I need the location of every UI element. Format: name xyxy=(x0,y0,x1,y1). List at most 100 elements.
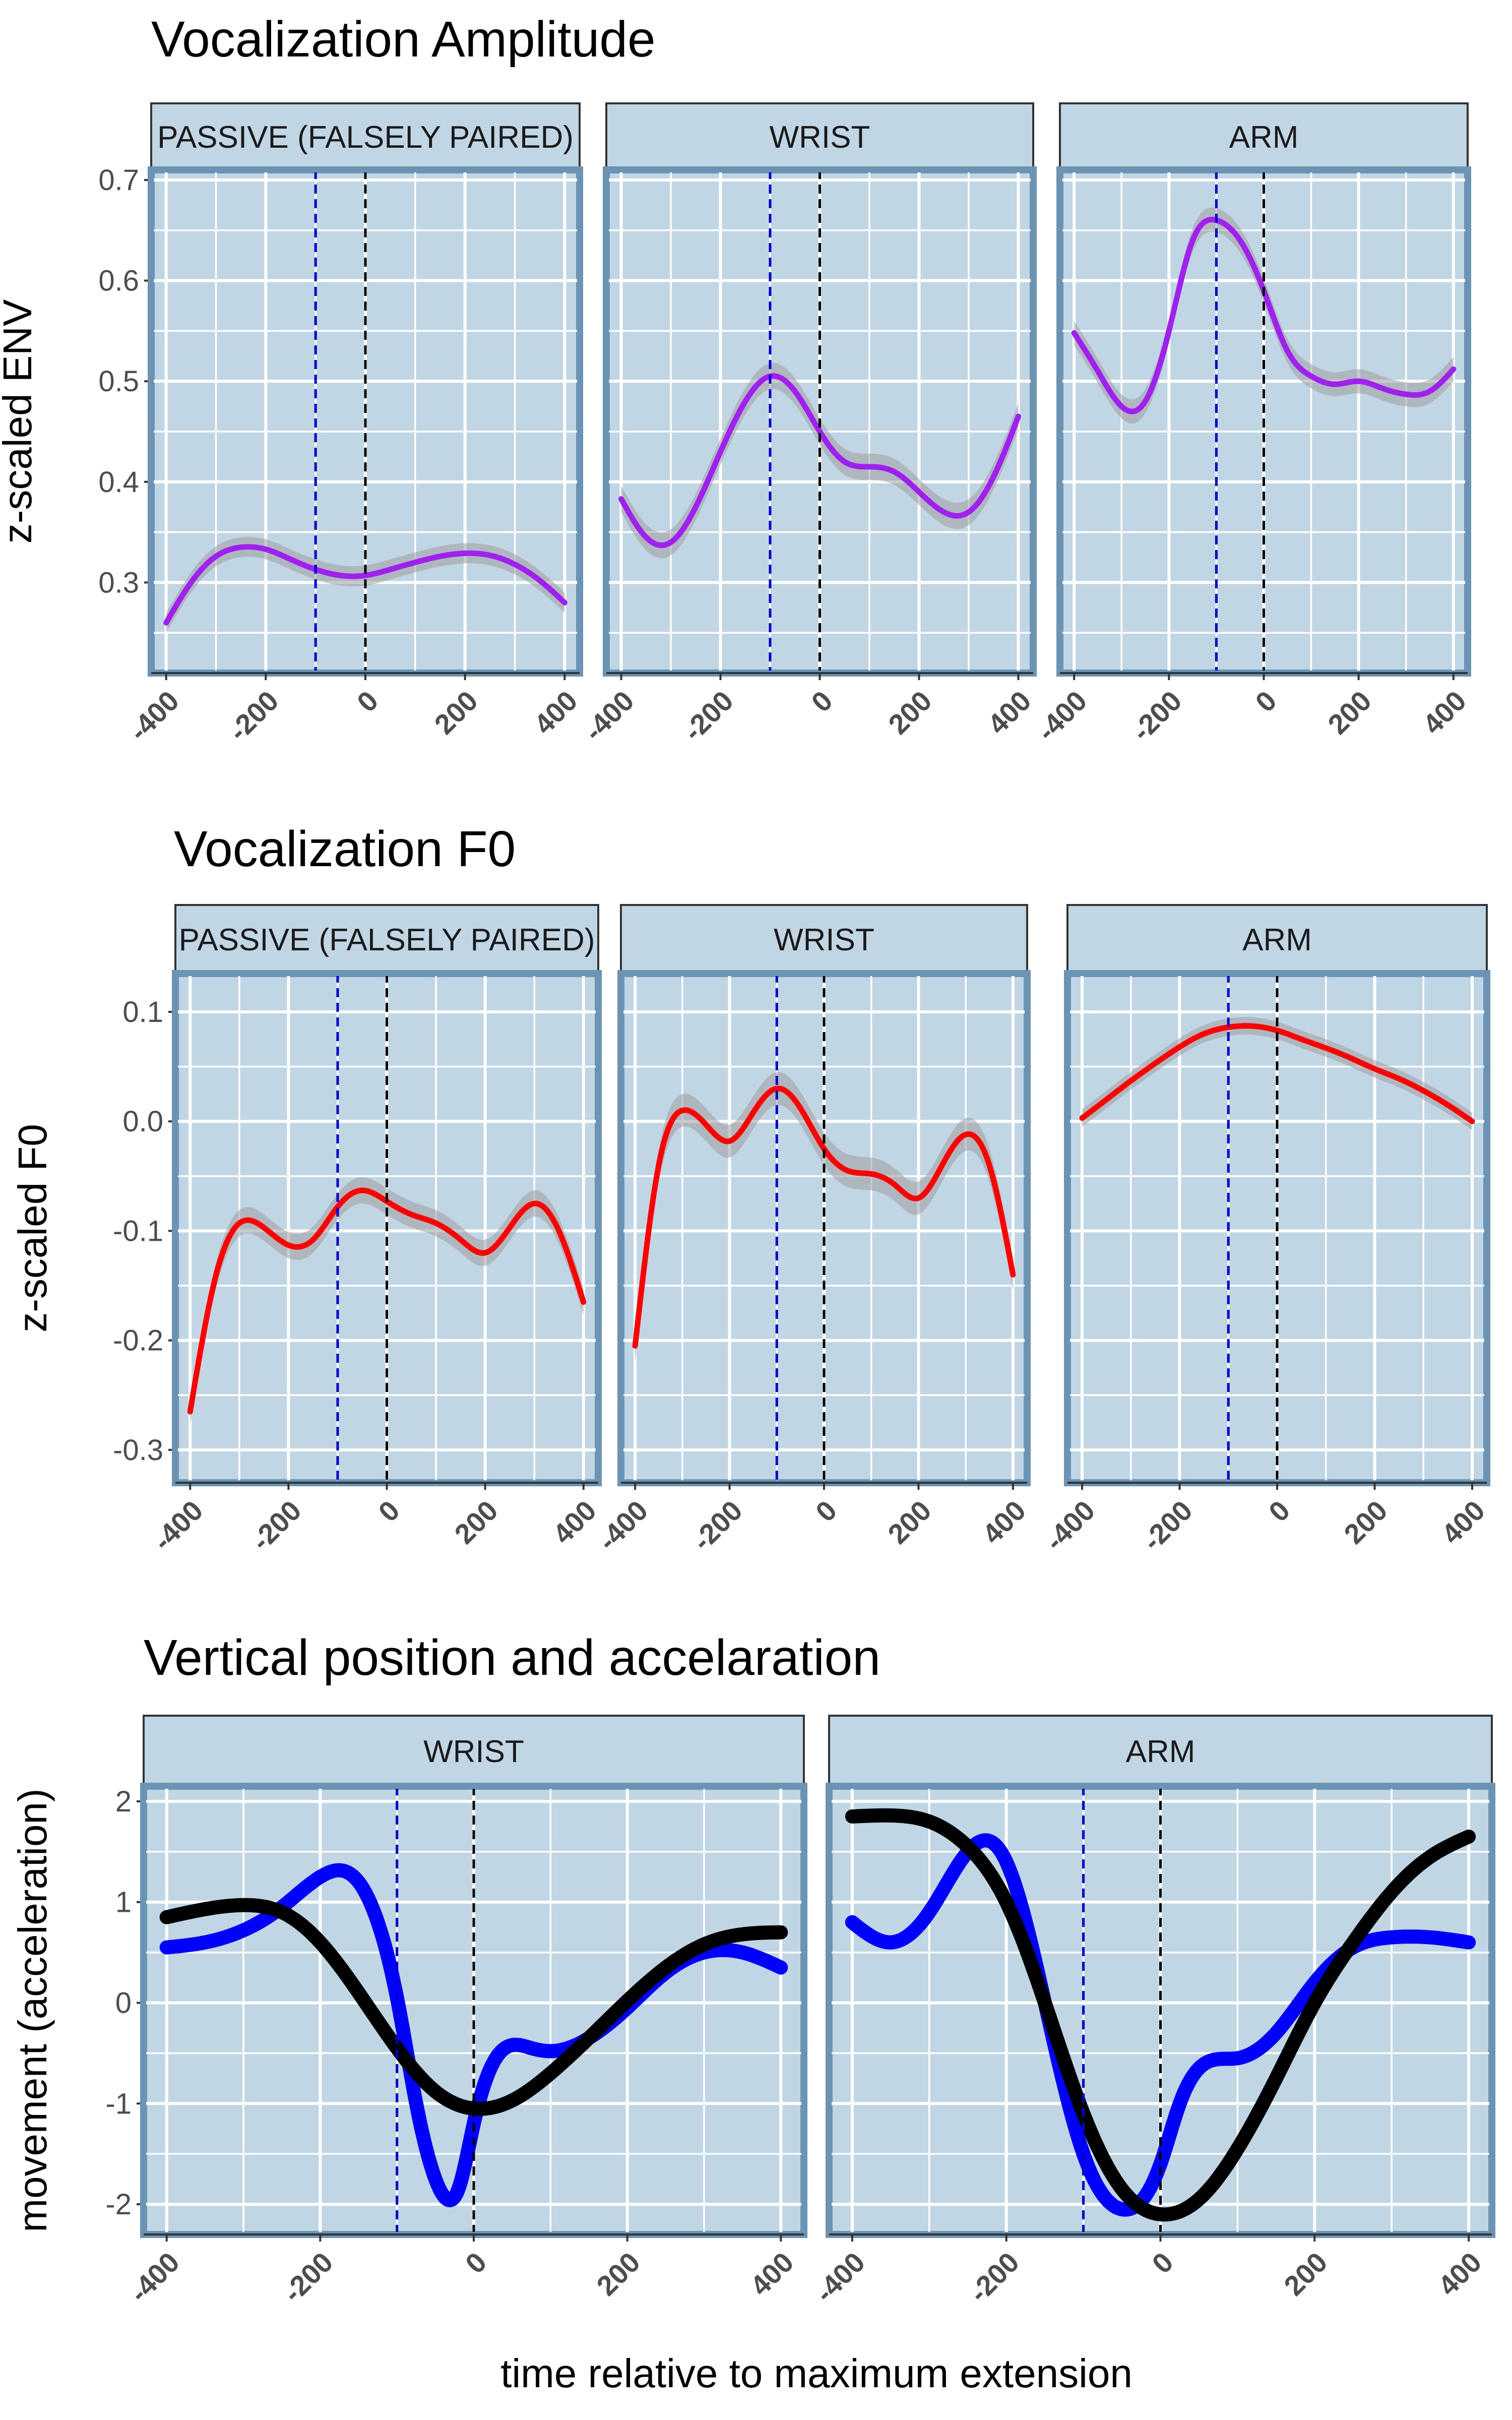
x-tick-label: 200 xyxy=(1321,685,1377,741)
facet-strip-label: PASSIVE (FALSELY PAIRED) xyxy=(179,923,595,957)
x-tick-label: 200 xyxy=(428,685,484,741)
x-tick-label: 0 xyxy=(1249,685,1283,718)
x-tick-label: -200 xyxy=(686,1494,748,1557)
facet-strip-label: ARM xyxy=(1126,1734,1195,1769)
facet-strip xyxy=(828,1715,1493,1787)
x-tick-label: 200 xyxy=(1338,1494,1394,1550)
y-tick-label: 0.5 xyxy=(98,365,139,398)
panel-content xyxy=(175,974,598,1483)
facet-strip-label: PASSIVE (FALSELY PAIRED) xyxy=(157,120,574,155)
facet-strip xyxy=(174,904,599,975)
series-line-1 xyxy=(618,373,1021,549)
x-tick-label: -400 xyxy=(1031,685,1093,747)
panel-content xyxy=(829,1786,1492,2234)
series-line-1 xyxy=(163,544,568,626)
y-tick-label: 0.0 xyxy=(122,1105,163,1138)
x-tick-label: 0 xyxy=(809,1494,843,1528)
x-tick-label: -200 xyxy=(963,2246,1025,2309)
facet-strip xyxy=(605,102,1034,171)
x-tick-label: -200 xyxy=(222,685,285,747)
panel-content xyxy=(144,1786,804,2234)
x-tick-label: 0 xyxy=(1146,2246,1179,2280)
panel-content xyxy=(1060,170,1468,673)
facet-strip-label: ARM xyxy=(1229,120,1299,155)
x-tick-label: 400 xyxy=(744,2246,800,2302)
x-tick-label: 200 xyxy=(881,1494,937,1550)
facet-strip xyxy=(1066,904,1488,975)
x-tick-label: 400 xyxy=(1435,1494,1491,1550)
x-tick-label: 0 xyxy=(459,2246,493,2280)
x-tick-label: 0 xyxy=(372,1494,406,1528)
x-tick-label: -400 xyxy=(123,2246,185,2309)
facet-2: WRIST -400 -200 0 200 400 xyxy=(592,904,1032,1557)
x-tick-label: -400 xyxy=(147,1494,209,1557)
facet-strip-label: WRIST xyxy=(423,1734,524,1769)
confidence-ribbon xyxy=(1074,207,1454,424)
y-tick-label: 0 xyxy=(115,1987,132,2020)
x-tick-label: 400 xyxy=(1416,685,1472,741)
x-tick-label: -200 xyxy=(677,685,739,747)
y-axis-title: z-scaled ENV xyxy=(0,299,40,543)
x-tick-label: 200 xyxy=(448,1494,504,1550)
panel-content xyxy=(606,170,1033,673)
x-tick-label: -400 xyxy=(592,1494,654,1557)
facet-1: PASSIVE (FALSELY PAIRED) -400 -200 0 200 400 xyxy=(147,904,602,1557)
facet-1: PASSIVE (FALSELY PAIRED) -400 -200 0 200 400 xyxy=(122,102,584,747)
confidence-ribbon xyxy=(621,362,1019,559)
x-tick-label: -400 xyxy=(808,2246,871,2309)
figure-x-axis-title: time relative to maximum extension xyxy=(500,2351,1132,2396)
chart-title: Vocalization F0 xyxy=(174,821,516,877)
y-tick-label: 0.6 xyxy=(98,265,139,297)
y-tick-label: 0.3 xyxy=(98,566,139,599)
series-line-1 xyxy=(632,1085,1016,1349)
facet-strip-label: ARM xyxy=(1242,923,1312,957)
x-tick-label: 0 xyxy=(1263,1494,1296,1528)
x-tick-label: -200 xyxy=(1136,1494,1199,1557)
x-tick-label: -400 xyxy=(578,685,640,747)
facet-strip xyxy=(620,904,1028,975)
facet-3: ARM -400 -200 0 200 400 xyxy=(1039,904,1491,1557)
x-tick-label: -400 xyxy=(1039,1494,1101,1557)
facet-1: WRIST -400 -200 0 200 400 xyxy=(123,1715,807,2309)
panel-content xyxy=(621,974,1027,1483)
panel-content xyxy=(1067,974,1487,1483)
chart-title: Vocalization Amplitude xyxy=(151,11,656,68)
charts-root: Vocalization Amplitude z-scaled ENV 0.3 0.4… xyxy=(0,11,1495,2309)
x-tick-label: 200 xyxy=(882,685,938,741)
x-tick-label: 0 xyxy=(805,685,839,718)
x-tick-label: -200 xyxy=(1125,685,1188,747)
facet-2: WRIST -400 -200 0 200 400 xyxy=(578,102,1037,747)
confidence-ribbon xyxy=(635,1072,1013,1363)
y-axis-title: movement (acceleration) xyxy=(10,1788,55,2232)
x-tick-label: 400 xyxy=(981,685,1037,741)
facet-strip-label: WRIST xyxy=(774,923,874,957)
x-tick-label: 400 xyxy=(976,1494,1032,1550)
y-tick-label: -1 xyxy=(105,2087,132,2120)
y-tick-label: 0.4 xyxy=(98,466,139,499)
chart-2: Vocalization F0 z-scaled F0 -0.3 -0.2 -0.1 0.… xyxy=(10,821,1491,1557)
y-tick-label: 1 xyxy=(115,1886,132,1919)
x-tick-label: -200 xyxy=(245,1494,307,1557)
chart-1: Vocalization Amplitude z-scaled ENV 0.3 0.4… xyxy=(0,11,1472,747)
panel-content xyxy=(151,170,580,673)
x-tick-label: -400 xyxy=(122,685,185,747)
y-tick-label: -0.2 xyxy=(113,1324,163,1357)
y-tick-label: 0.1 xyxy=(122,996,163,1028)
chart-3: Vertical position and accelaration moveme… xyxy=(10,1629,1495,2309)
confidence-ribbon xyxy=(190,1177,584,1425)
x-tick-label: 200 xyxy=(590,2246,646,2302)
y-tick-label: 2 xyxy=(115,1785,132,1818)
facet-strip xyxy=(143,1715,805,1787)
x-tick-label: 0 xyxy=(351,685,385,718)
x-tick-label: 400 xyxy=(546,1494,602,1550)
y-axis-title: z-scaled F0 xyxy=(10,1124,55,1332)
x-tick-label: 400 xyxy=(1432,2246,1488,2302)
y-tick-label: -0.3 xyxy=(113,1434,163,1467)
facet-3: ARM -400 -200 0 200 400 xyxy=(1031,102,1472,747)
x-tick-label: 200 xyxy=(1278,2246,1334,2302)
facet-2: ARM -400 -200 0 200 400 xyxy=(808,1715,1495,2309)
y-tick-label: 0.7 xyxy=(98,164,139,197)
x-tick-label: -200 xyxy=(277,2246,339,2309)
facet-strip xyxy=(150,102,581,171)
